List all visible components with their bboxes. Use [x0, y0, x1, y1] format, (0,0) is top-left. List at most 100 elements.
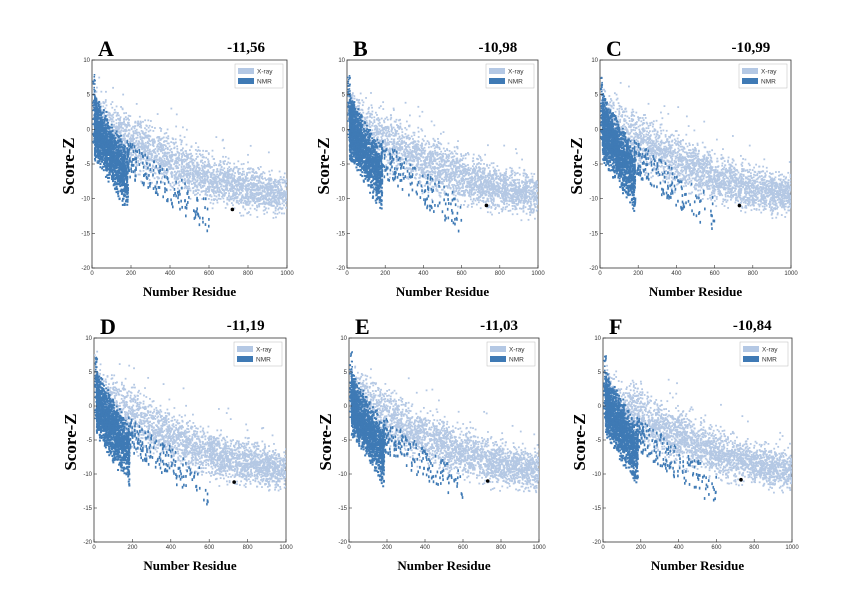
- nmr-point: [125, 196, 128, 199]
- xray-point: [530, 190, 532, 193]
- xray-point: [244, 185, 246, 188]
- xray-point: [147, 158, 150, 161]
- nmr-point: [106, 149, 109, 152]
- xray-point: [279, 178, 281, 181]
- xray-point: [158, 136, 161, 138]
- xray-point: [189, 169, 192, 172]
- nmr-point: [100, 135, 103, 138]
- xray-point: [185, 128, 188, 131]
- xray-point: [480, 185, 483, 188]
- nmr-point: [116, 146, 119, 149]
- xray-point: [251, 198, 254, 201]
- nmr-point: [149, 181, 152, 185]
- xray-point: [220, 185, 222, 188]
- xray-point: [181, 175, 184, 178]
- xray-point: [193, 181, 195, 184]
- legend-label: X-ray: [257, 69, 273, 76]
- xray-point: [192, 164, 195, 167]
- xray-point: [401, 135, 404, 138]
- xray-point: [271, 196, 274, 199]
- nmr-point: [102, 128, 105, 131]
- xray-point: [218, 182, 221, 184]
- xray-point: [162, 165, 165, 168]
- xray-point: [261, 182, 264, 185]
- xray-point: [378, 148, 381, 151]
- xray-point: [125, 148, 127, 151]
- xray-point: [260, 196, 263, 198]
- xray-point: [123, 117, 126, 120]
- xray-point: [516, 204, 519, 206]
- nmr-point: [153, 160, 156, 164]
- xray-point: [262, 171, 265, 174]
- xray-point: [195, 142, 197, 145]
- nmr-point: [120, 178, 123, 181]
- xray-point: [132, 130, 135, 133]
- nmr-point: [95, 119, 98, 122]
- xray-point: [256, 200, 259, 203]
- xray-point: [242, 185, 244, 188]
- nmr-point: [123, 183, 126, 186]
- y-tick-label: -20: [81, 266, 90, 272]
- xray-point: [158, 142, 161, 144]
- nmr-point: [126, 147, 129, 150]
- xray-point: [246, 189, 249, 192]
- xray-point: [227, 170, 230, 173]
- nmr-point: [111, 150, 114, 153]
- xray-point: [490, 206, 493, 208]
- xray-point: [222, 193, 225, 196]
- nmr-point: [119, 177, 122, 180]
- xray-point: [153, 141, 156, 144]
- xray-point: [113, 124, 115, 126]
- nmr-point: [99, 151, 102, 154]
- xray-point: [104, 107, 107, 110]
- nmr-point: [98, 114, 101, 117]
- xray-point: [274, 212, 277, 215]
- nmr-point: [148, 173, 150, 177]
- nmr-point: [135, 168, 137, 171]
- xray-point: [121, 108, 124, 111]
- nmr-point: [118, 163, 121, 166]
- nmr-point: [107, 127, 110, 130]
- xray-point: [194, 194, 196, 196]
- xray-point: [175, 159, 178, 162]
- nmr-point: [107, 152, 110, 155]
- nmr-point: [100, 118, 103, 121]
- nmr-point: [102, 121, 105, 124]
- xray-point: [144, 144, 147, 147]
- xray-point: [215, 178, 218, 180]
- xray-point: [234, 192, 237, 194]
- xray-point: [155, 156, 158, 159]
- nmr-point: [115, 164, 118, 167]
- xray-point: [247, 212, 249, 214]
- xray-point: [185, 152, 188, 155]
- xray-point: [196, 186, 198, 189]
- nmr-point: [119, 172, 122, 175]
- xray-point: [460, 193, 463, 196]
- nmr-point: [103, 142, 106, 145]
- xray-point: [240, 191, 243, 194]
- xray-point: [179, 134, 182, 137]
- xray-point: [127, 121, 130, 124]
- xray-point: [233, 177, 235, 180]
- xray-point: [497, 175, 500, 178]
- nmr-point: [131, 163, 134, 167]
- nmr-point: [108, 176, 111, 179]
- xray-point: [150, 154, 153, 157]
- xray-point: [455, 187, 458, 189]
- xray-point: [284, 195, 287, 198]
- nmr-point: [94, 146, 97, 149]
- nmr-point: [193, 217, 196, 220]
- nmr-point: [163, 175, 166, 179]
- xray-point: [257, 188, 260, 190]
- nmr-point: [116, 155, 119, 158]
- xray-point: [104, 99, 107, 101]
- xray-point: [225, 192, 227, 194]
- xray-point: [482, 167, 485, 170]
- nmr-point: [126, 187, 129, 190]
- xray-point: [246, 172, 248, 174]
- nmr-point: [95, 106, 98, 109]
- xray-point: [168, 168, 171, 170]
- nmr-point: [173, 194, 175, 197]
- nmr-point: [188, 196, 190, 199]
- xray-point: [248, 195, 251, 198]
